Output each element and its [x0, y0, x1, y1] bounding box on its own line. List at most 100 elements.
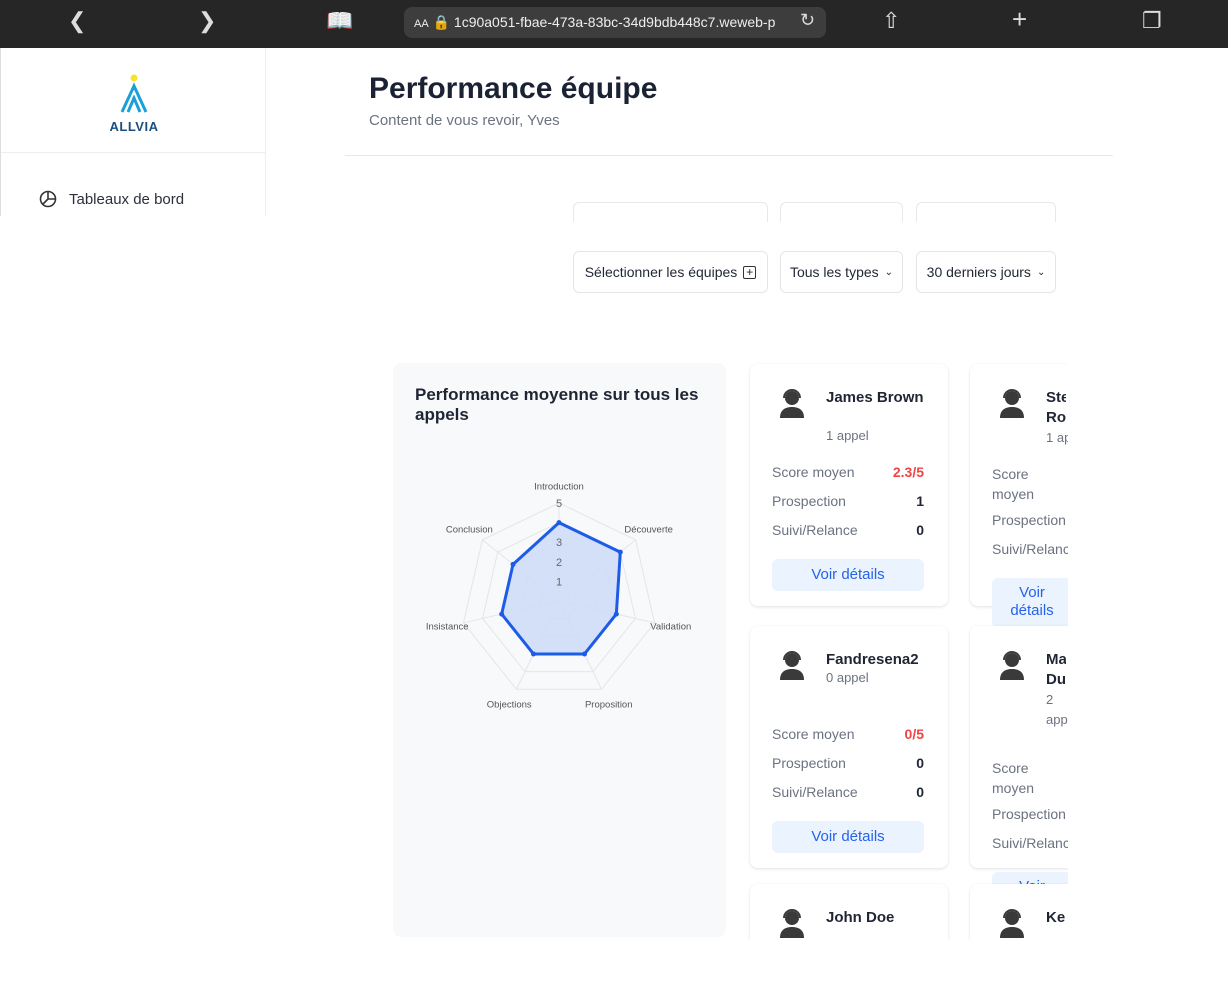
type-select[interactable]: Tous les types ⌄ — [780, 251, 903, 293]
call-count: 1 appel — [826, 428, 869, 443]
sidebar-item-label: Tableaux de bord — [69, 190, 185, 208]
axis-label: Insistance — [426, 622, 469, 633]
suivi-value: 0 — [916, 784, 924, 800]
tabs-icon[interactable]: ❐ — [1142, 8, 1162, 33]
ghost-box — [780, 202, 903, 222]
page-subtitle: Content de vous revoir, Yves — [369, 112, 560, 129]
suivi-value: 0 — [916, 522, 924, 538]
address-bar[interactable]: AA 🔒 1c90a051-fbae-473a-83bc-34d9bdb448c… — [404, 7, 826, 38]
tick-label: 3 — [556, 537, 562, 549]
prospection-label: Prospection — [992, 806, 1066, 822]
axis-label: Conclusion — [446, 525, 493, 536]
logo-icon — [120, 74, 148, 113]
axis-label: Découverte — [624, 525, 673, 536]
agent-name: Ste Ro — [1046, 389, 1066, 426]
score-value: 0/5 — [904, 726, 924, 742]
grid-ring — [462, 502, 656, 690]
ghost-box — [916, 202, 1056, 222]
team-select[interactable]: Sélectionner les équipes + — [573, 251, 768, 293]
url-text: 1c90a051-fbae-473a-83bc-34d9bdb448c7.wew… — [453, 14, 776, 30]
chevron-down-icon: ⌄ — [884, 266, 894, 278]
page-title: Performance équipe — [369, 72, 658, 105]
data-point — [613, 611, 619, 617]
divider — [1, 152, 266, 153]
forward-icon[interactable]: ❯ — [198, 8, 217, 33]
suivi-label: Suivi/Relance — [772, 522, 858, 538]
agent-headset-icon — [780, 909, 804, 938]
agent-headset-icon — [1000, 389, 1024, 418]
call-count: 0 appel — [826, 670, 869, 685]
prospection-value: 1 — [916, 493, 924, 509]
agent-card: Ke — [970, 884, 1068, 940]
average-performance-panel: Performance moyenne sur tous les appels … — [393, 363, 726, 937]
data-area — [500, 521, 622, 656]
panel-title: Performance moyenne sur tous les appels — [415, 385, 699, 424]
team-select-label: Sélectionner les équipes — [584, 264, 738, 280]
reload-icon[interactable]: ↻ — [800, 10, 816, 30]
period-select-label: 30 derniers jours — [926, 264, 1031, 280]
agent-headset-icon — [780, 389, 804, 418]
view-details-button[interactable]: Voir détails — [772, 821, 924, 853]
prospection-label: Prospection — [992, 512, 1066, 528]
axis-label: Proposition — [585, 699, 633, 710]
lock-icon: 🔒 — [432, 14, 451, 30]
view-details-button[interactable]: Voir détails — [772, 559, 924, 591]
score-label: Score moyen — [992, 466, 1035, 502]
agent-cards: James Brown 1 appel Score moyen 2.3/5 Prosp… — [745, 360, 1068, 940]
tick-label: 1 — [556, 576, 562, 588]
score-value: 2.3/5 — [892, 464, 924, 480]
suivi-label: Suivi/Relanc — [992, 541, 1068, 557]
logo: ALLVIA — [101, 74, 167, 134]
suivi-label: Suivi/Relance — [772, 784, 858, 800]
agent-card: John Doe — [750, 884, 948, 940]
period-select[interactable]: 30 derniers jours ⌄ — [916, 251, 1056, 293]
axis-label: Validation — [650, 622, 691, 633]
bookmarks-icon[interactable]: 📖 — [326, 8, 354, 33]
data-point — [617, 549, 623, 555]
radar-chart: 1 2 3 5 Introduction Découverte Validation Prop… — [426, 481, 691, 710]
axis-label: Introduction — [534, 481, 584, 492]
sidebar: ALLVIA Tableaux de bord — [0, 48, 266, 216]
type-select-label: Tous les types — [789, 264, 879, 280]
agent-name: John Doe — [826, 909, 895, 926]
new-tab-icon[interactable]: + — [1012, 4, 1028, 34]
score-label: Score moyen — [772, 726, 855, 742]
agent-name: Ma Du — [1046, 651, 1066, 688]
chevron-down-icon: ⌄ — [1036, 266, 1046, 278]
view-details-button[interactable]: Voir détails — [992, 578, 1068, 628]
pie-chart-icon — [39, 190, 57, 208]
prospection-value: 0 — [916, 755, 924, 771]
agent-headset-icon — [1000, 651, 1024, 680]
ghost-box — [573, 202, 768, 222]
grid-ring — [482, 522, 636, 673]
prospection-label: Prospection — [772, 493, 846, 509]
plus-square-icon: + — [743, 265, 757, 279]
agent-headset-icon — [780, 651, 804, 680]
browser-toolbar: ❮ ❯ 📖 AA 🔒 1c90a051-fbae-473a-83bc-34d9b… — [0, 0, 1228, 48]
agent-headset-icon — [1000, 909, 1024, 938]
data-point — [582, 651, 588, 657]
agent-name: Fandresena2 — [826, 651, 919, 668]
data-point — [499, 611, 505, 617]
score-label: Score moyen — [772, 464, 855, 480]
divider — [345, 155, 1113, 156]
data-point — [530, 651, 536, 657]
suivi-label: Suivi/Relanc — [992, 835, 1068, 851]
sidebar-item-dashboards[interactable]: Tableaux de bord — [39, 190, 184, 208]
text-size-button[interactable]: AA — [414, 18, 429, 30]
tick-label: 2 — [556, 557, 562, 569]
agent-name: James Brown — [826, 389, 924, 406]
tick-label: 5 — [556, 498, 562, 510]
back-icon[interactable]: ❮ — [68, 8, 87, 33]
prospection-label: Prospection — [772, 755, 846, 771]
agent-card: Fandresena2 0 appel Score moyen 0/5 Prospec… — [750, 626, 948, 868]
score-label: Score moyen — [992, 760, 1035, 796]
data-point — [510, 561, 516, 567]
data-point — [556, 520, 562, 526]
call-count: 1 ap — [1046, 430, 1068, 445]
agent-card: James Brown 1 appel Score moyen 2.3/5 Prosp… — [750, 364, 948, 606]
share-icon[interactable]: ⇧ — [882, 8, 901, 33]
axis-label: Objections — [487, 699, 532, 710]
